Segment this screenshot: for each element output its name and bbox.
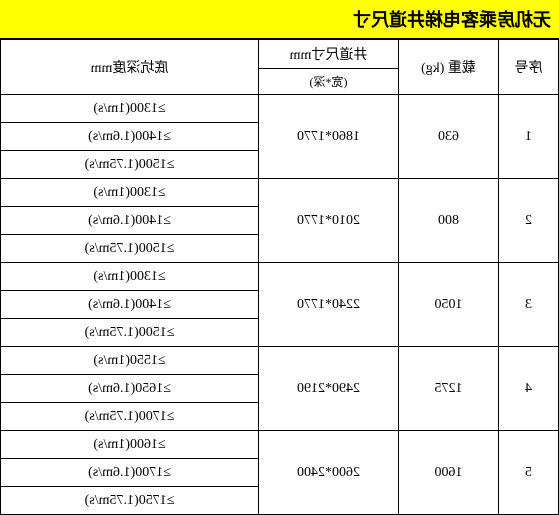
cell-depth: ≥1500(1.75m/s) (1, 319, 259, 347)
cell-depth: ≥1300(1m/s) (1, 263, 259, 291)
table-row: 16301860*1770≥1300(1m/s) (1, 95, 559, 123)
table-row: 412752490*2190≥1550(1m/s) (1, 347, 559, 375)
cell-seq: 5 (499, 431, 559, 515)
cell-depth: ≥1700(1.6m/s) (1, 459, 259, 487)
header-dim-sub: (宽*深) (259, 69, 399, 95)
cell-dim: 1860*1770 (259, 95, 399, 179)
table-body: 16301860*1770≥1300(1m/s)≥1400(1.6m/s)≥15… (1, 95, 559, 515)
cell-dim: 2490*2190 (259, 347, 399, 431)
cell-depth: ≥1550(1m/s) (1, 347, 259, 375)
cell-depth: ≥1400(1.6m/s) (1, 207, 259, 235)
header-weight: 载重 (kg) (399, 40, 499, 95)
cell-weight: 1275 (399, 347, 499, 431)
cell-depth: ≥1500(1.75m/s) (1, 151, 259, 179)
cell-weight: 1600 (399, 431, 499, 515)
table-row: 516002600*2400≥1600(1m/s) (1, 431, 559, 459)
table-title: 无机房乘客电梯井道尺寸 (0, 0, 559, 39)
cell-depth: ≥1750(1.75m/s) (1, 487, 259, 515)
cell-depth: ≥1300(1m/s) (1, 95, 259, 123)
cell-dim: 2240*1770 (259, 263, 399, 347)
table-row: 28002010*1770≥1300(1m/s) (1, 179, 559, 207)
elevator-spec-table: 序号 载重 (kg) 井道尺寸mm 底坑深度mm (宽*深) 16301860*… (0, 39, 559, 515)
cell-depth: ≥1650(1.6m/s) (1, 375, 259, 403)
cell-seq: 4 (499, 347, 559, 431)
cell-seq: 3 (499, 263, 559, 347)
cell-dim: 2600*2400 (259, 431, 399, 515)
header-depth: 底坑深度mm (1, 40, 259, 95)
cell-weight: 1050 (399, 263, 499, 347)
cell-depth: ≥1700(1.75m/s) (1, 403, 259, 431)
cell-dim: 2010*1770 (259, 179, 399, 263)
table-row: 310502240*1770≥1300(1m/s) (1, 263, 559, 291)
cell-seq: 1 (499, 95, 559, 179)
cell-seq: 2 (499, 179, 559, 263)
cell-depth: ≥1600(1m/s) (1, 431, 259, 459)
header-seq: 序号 (499, 40, 559, 95)
cell-weight: 800 (399, 179, 499, 263)
cell-depth: ≥1500(1.75m/s) (1, 235, 259, 263)
header-dim: 井道尺寸mm (259, 40, 399, 69)
cell-weight: 630 (399, 95, 499, 179)
cell-depth: ≥1400(1.6m/s) (1, 291, 259, 319)
cell-depth: ≥1300(1m/s) (1, 179, 259, 207)
cell-depth: ≥1400(1.6m/s) (1, 123, 259, 151)
